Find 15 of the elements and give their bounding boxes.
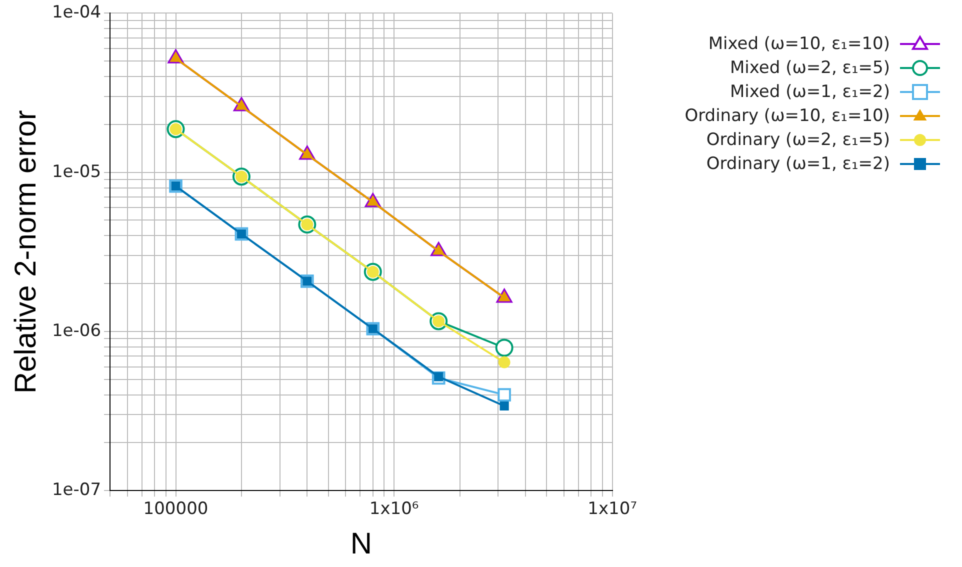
x-axis-title: N <box>350 527 372 560</box>
y-tick-label: 1e-06 <box>52 320 102 341</box>
legend-label: Mixed (ω=10, ε₁=10) <box>708 34 890 54</box>
legend-label: Mixed (ω=2, ε₁=5) <box>730 58 890 78</box>
y-tick-label: 1e-05 <box>52 162 102 182</box>
legend-label: Mixed (ω=1, ε₁=2) <box>730 82 890 102</box>
y-tick-label: 1e-07 <box>52 480 102 500</box>
legend-label: Ordinary (ω=2, ε₁=5) <box>706 130 890 150</box>
y-axis-title: Relative 2-norm error <box>9 110 42 394</box>
y-tick-label: 1e-04 <box>52 2 102 23</box>
x-tick-label: 1x10⁷ <box>588 499 638 520</box>
x-tick-label: 1x10⁶ <box>369 499 419 520</box>
legend-label: Ordinary (ω=10, ε₁=10) <box>684 106 890 126</box>
x-tick-label: 100000 <box>143 499 208 520</box>
legend-label: Ordinary (ω=1, ε₁=2) <box>706 154 890 174</box>
